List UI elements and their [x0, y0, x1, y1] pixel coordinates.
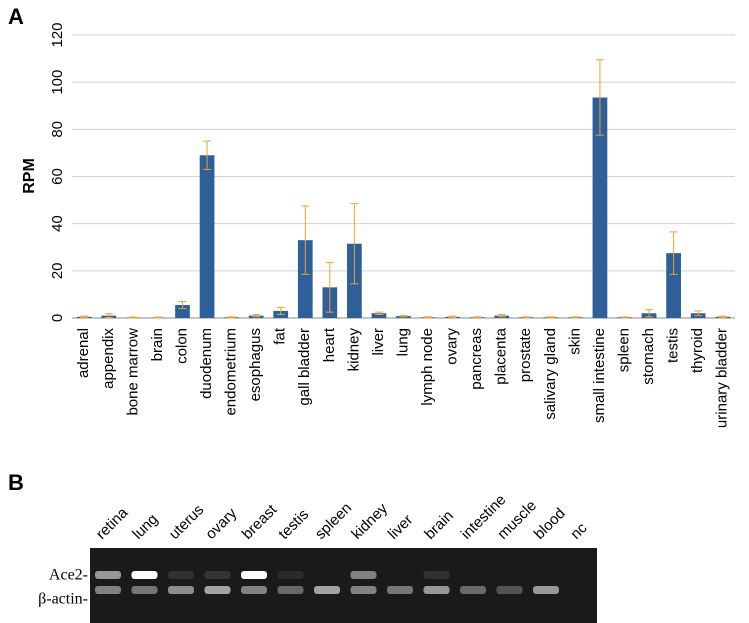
y-tick-label: 80 [49, 121, 66, 138]
lane-label: kidney [348, 500, 391, 543]
x-tick-label: thyroid [689, 328, 706, 373]
row-label: β-actin- [38, 591, 88, 608]
bar [199, 155, 215, 318]
lane-label: retina [93, 504, 132, 543]
x-tick-label: skin [566, 328, 583, 355]
gel-band [314, 586, 340, 594]
gel-band [277, 586, 304, 594]
x-tick-label: kidney [345, 328, 362, 372]
gel-band [204, 571, 231, 579]
bar [297, 240, 313, 318]
gel-band [423, 586, 450, 594]
x-tick-label: salivary gland [542, 328, 559, 420]
lane-label: ovary [202, 505, 240, 543]
gel-band [350, 586, 377, 594]
x-tick-label: adrenal [75, 328, 92, 378]
x-tick-label: brain [149, 328, 166, 361]
x-tick-label: ovary [444, 328, 461, 365]
gel-band [95, 586, 121, 594]
x-tick-label: urinary bladder [714, 328, 731, 428]
x-tick-label: appendix [100, 328, 117, 389]
gel-bands [95, 571, 559, 594]
x-tick-label: lung [394, 328, 411, 356]
gel-band [423, 571, 450, 579]
panel-letter: B [8, 470, 24, 495]
gel-band [496, 586, 523, 594]
y-tick-label: 20 [49, 262, 66, 279]
lane-label: testis [275, 506, 312, 543]
y-tick-label: 120 [49, 22, 66, 47]
bar [666, 253, 681, 318]
gel-band [277, 571, 304, 579]
gel-band [460, 586, 486, 594]
y-tick-label: 60 [49, 168, 66, 185]
gel-band [241, 571, 267, 579]
y-tick-label: 40 [49, 215, 66, 232]
x-tick-label: heart [321, 327, 338, 362]
gel-band [95, 571, 121, 579]
y-tick-label: 100 [49, 70, 66, 95]
x-tick-label: duodenum [198, 328, 215, 399]
gel-band [131, 586, 158, 594]
gel-band [168, 586, 194, 594]
x-tick-label: bone marrow [124, 328, 141, 416]
x-tick-label: small intestine [591, 328, 608, 423]
x-tick-label: fat [272, 327, 289, 345]
x-tick-label: prostate [517, 328, 534, 382]
row-label: Ace2- [49, 567, 88, 584]
x-tick-label: liver [370, 328, 387, 356]
lane-label: spleen [312, 500, 355, 543]
gel-band [533, 586, 559, 594]
lane-label: brain [421, 507, 457, 543]
x-tick-label: spleen [615, 328, 632, 372]
x-tick-label: pancreas [468, 328, 485, 390]
x-tick-label: gall bladder [296, 328, 313, 406]
gel-band [387, 586, 413, 594]
lane-label: breast [239, 501, 281, 543]
x-tick-label: esophagus [247, 328, 264, 401]
x-tick-label: placenta [493, 327, 510, 384]
bar [371, 313, 387, 318]
x-tick-label: lymph node [419, 328, 436, 406]
x-tick-label: colon [173, 328, 190, 364]
gel-band [241, 586, 267, 594]
gel-image [90, 548, 597, 623]
gel-band [204, 586, 231, 594]
x-tick-label: endometrium [223, 328, 240, 416]
x-tick-label: testis [665, 328, 682, 363]
lane-label: lung [129, 511, 161, 543]
panel-letter: A [8, 4, 24, 29]
bar [592, 97, 608, 318]
gel-band [350, 571, 377, 579]
y-tick-label: 0 [49, 314, 66, 322]
y-axis-label: RPM [21, 158, 38, 194]
lane-label: uterus [166, 501, 208, 543]
gel-band [131, 571, 158, 579]
lane-label: liver [385, 511, 416, 542]
x-tick-label: stomach [640, 328, 657, 385]
gel-band [168, 571, 194, 579]
lane-label: nc [567, 519, 591, 543]
